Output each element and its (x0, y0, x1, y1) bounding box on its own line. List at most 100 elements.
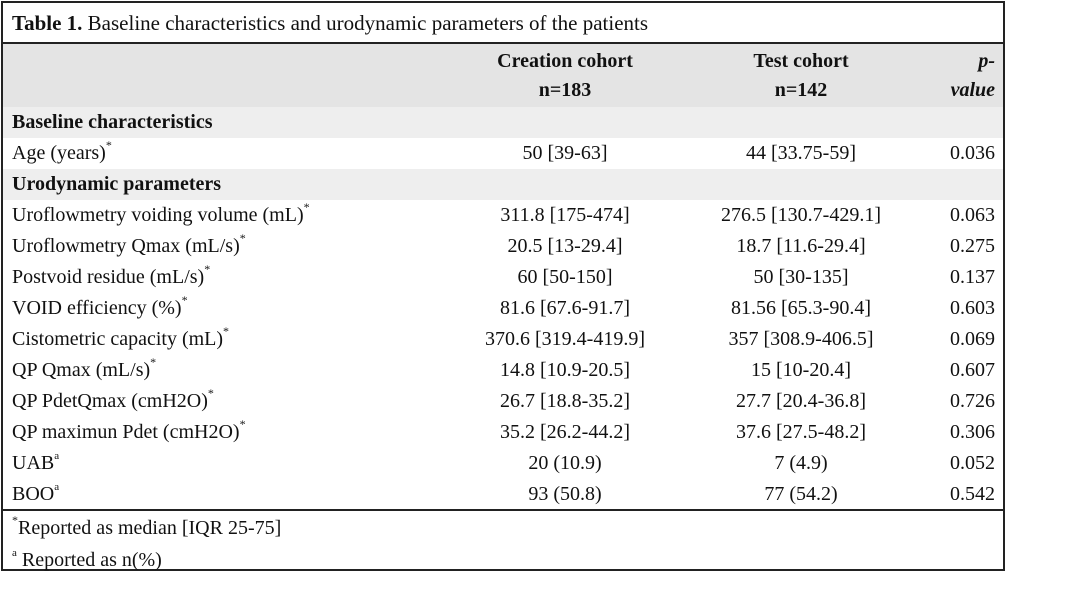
footnote-text: Reported as n(%) (16, 549, 162, 571)
p-value: 0.275 (950, 235, 995, 257)
row-label: Postvoid residue (mL/s) (12, 266, 205, 288)
test-cohort-name: Test cohort (753, 49, 849, 72)
row-label-cell: QP PdetQmax (cmH2O)* (3, 386, 460, 417)
row-footnote-mark: * (181, 293, 188, 308)
test-cohort-value: 44 [33.75-59] (746, 142, 856, 164)
row-label: QP PdetQmax (cmH2O) (12, 390, 208, 412)
row-label: UAB (12, 452, 55, 474)
footnote-mark: * (12, 513, 18, 528)
row-label: VOID efficiency (%) (12, 297, 182, 319)
p-value: 0.306 (950, 421, 995, 443)
creation-cohort-value: 81.6 [67.6-91.7] (500, 297, 630, 319)
test-cohort-value: 37.6 [27.5-48.2] (736, 421, 866, 443)
creation-cohort-name: Creation cohort (497, 49, 633, 72)
row-footnote-mark: * (223, 324, 230, 339)
p-value: 0.069 (950, 328, 995, 350)
creation-cohort-value: 35.2 [26.2-44.2] (500, 421, 630, 443)
test-cohort-n: n=142 (774, 78, 828, 101)
row-footnote-mark: * (303, 200, 310, 215)
section-title: Baseline characteristics (12, 111, 213, 133)
p-value-line1: p- (978, 49, 995, 72)
row-footnote-mark: * (204, 262, 211, 277)
p-value: 0.542 (932, 479, 1003, 511)
characteristics-table: Creation cohort n=183 Test cohort n=142 p-… (3, 44, 1003, 511)
row-label: BOO (12, 482, 55, 505)
test-cohort-value: 276.5 [130.7-429.1] (721, 204, 881, 226)
p-value: 0.052 (950, 452, 995, 474)
footnotes: *Reported as median [IQR 25-75] a Reporte… (3, 511, 1003, 576)
row-footnote-mark: a (54, 480, 60, 493)
row-label-cell: Uroflowmetry Qmax (mL/s)* (3, 231, 460, 262)
header-creation-cohort: Creation cohort n=183 (460, 44, 670, 107)
row-label-cell: VOID efficiency (%)* (3, 293, 460, 324)
creation-cohort-value: 93 (50.8) (460, 479, 670, 511)
row-label: QP Qmax (mL/s) (12, 359, 151, 381)
row-footnote-mark: * (105, 138, 112, 153)
row-footnote-mark: * (239, 417, 246, 432)
p-value: 0.603 (950, 297, 995, 319)
p-value: 0.607 (950, 359, 995, 381)
test-cohort-value: 357 [308.9-406.5] (728, 328, 874, 350)
p-value: 0.726 (950, 390, 995, 412)
p-value: 0.036 (950, 142, 995, 164)
header-row: Creation cohort n=183 Test cohort n=142 p-… (3, 44, 1003, 107)
caption-label: Table 1. (12, 11, 83, 35)
row-label-cell: Age (years)* (3, 138, 460, 169)
creation-cohort-value: 26.7 [18.8-35.2] (500, 390, 630, 412)
caption-text: Baseline characteristics and urodynamic … (82, 11, 649, 35)
creation-cohort-value: 20 (10.9) (528, 452, 602, 474)
test-cohort-value: 81.56 [65.3-90.4] (731, 297, 871, 319)
row-label-cell: Cistometric capacity (mL)* (3, 324, 460, 355)
row-footnote-mark: * (207, 386, 214, 401)
p-value-line2: value (950, 78, 995, 101)
row-label: QP maximun Pdet (cmH2O) (12, 421, 240, 443)
section-title: Urodynamic parameters (12, 173, 222, 195)
header-p-value: p-value (932, 44, 1003, 107)
test-cohort-value: 50 [30-135] (753, 266, 849, 288)
row-footnote-mark: * (150, 355, 157, 370)
table-row: Uroflowmetry voiding volume (mL)* 311.8 [… (3, 200, 1003, 231)
table-row: QP maximun Pdet (cmH2O)* 35.2 [26.2-44.2]… (3, 417, 1003, 448)
creation-cohort-value: 60 [50-150] (517, 266, 613, 288)
footnote: *Reported as median [IQR 25-75] (12, 512, 1003, 544)
row-footnote-mark: a (54, 450, 60, 463)
table-row: Cistometric capacity (mL)* 370.6 [319.4-4… (3, 324, 1003, 355)
table-row: QP Qmax (mL/s)* 14.8 [10.9-20.5] 15 [10-20… (3, 355, 1003, 386)
row-label-cell: QP Qmax (mL/s)* (3, 355, 460, 386)
table-row: QP PdetQmax (cmH2O)* 26.7 [18.8-35.2] 27.7… (3, 386, 1003, 417)
row-label-cell: QP maximun Pdet (cmH2O)* (3, 417, 460, 448)
table-row: UABa 20 (10.9) 7 (4.9) 0.052 (3, 448, 1003, 479)
test-cohort-value: 27.7 [20.4-36.8] (736, 390, 866, 412)
creation-cohort-value: 20.5 [13-29.4] (507, 235, 623, 257)
table-caption: Table 1. Baseline characteristics and ur… (3, 3, 1003, 44)
creation-cohort-value: 14.8 [10.9-20.5] (500, 359, 630, 381)
p-value: 0.063 (950, 204, 995, 226)
row-label-cell: Uroflowmetry voiding volume (mL)* (3, 200, 460, 231)
table-frame: Table 1. Baseline characteristics and ur… (1, 1, 1005, 571)
creation-cohort-value: 311.8 [175-474] (500, 204, 630, 226)
row-label: Uroflowmetry voiding volume (mL) (12, 204, 304, 226)
test-cohort-value: 15 [10-20.4] (751, 359, 851, 381)
creation-cohort-value: 50 [39-63] (522, 142, 608, 164)
row-footnote-mark: * (239, 231, 246, 246)
section-row: Urodynamic parameters (3, 169, 1003, 200)
row-label-cell: Postvoid residue (mL/s)* (3, 262, 460, 293)
row-label: Age (years) (12, 142, 106, 164)
section-row: Baseline characteristics (3, 107, 1003, 138)
row-label: Uroflowmetry Qmax (mL/s) (12, 235, 240, 257)
table-row: BOOa 93 (50.8) 77 (54.2) 0.542 (3, 479, 1003, 511)
footnote-text: Reported as median [IQR 25-75] (18, 517, 282, 539)
row-label: Cistometric capacity (mL) (12, 328, 224, 350)
table-row: Postvoid residue (mL/s)* 60 [50-150] 50 [3… (3, 262, 1003, 293)
table-row: VOID efficiency (%)* 81.6 [67.6-91.7] 81.5… (3, 293, 1003, 324)
table-row: Uroflowmetry Qmax (mL/s)* 20.5 [13-29.4] 1… (3, 231, 1003, 262)
p-value: 0.137 (950, 266, 995, 288)
header-test-cohort: Test cohort n=142 (670, 44, 932, 107)
creation-cohort-value: 370.6 [319.4-419.9] (485, 328, 645, 350)
creation-cohort-n: n=183 (538, 78, 592, 101)
table-row: Age (years)* 50 [39-63] 44 [33.75-59] 0.036 (3, 138, 1003, 169)
test-cohort-value: 18.7 [11.6-29.4] (736, 235, 866, 257)
test-cohort-value: 77 (54.2) (670, 479, 932, 511)
row-label-cell: BOOa (3, 479, 460, 511)
footnote-mark: a (12, 547, 17, 560)
